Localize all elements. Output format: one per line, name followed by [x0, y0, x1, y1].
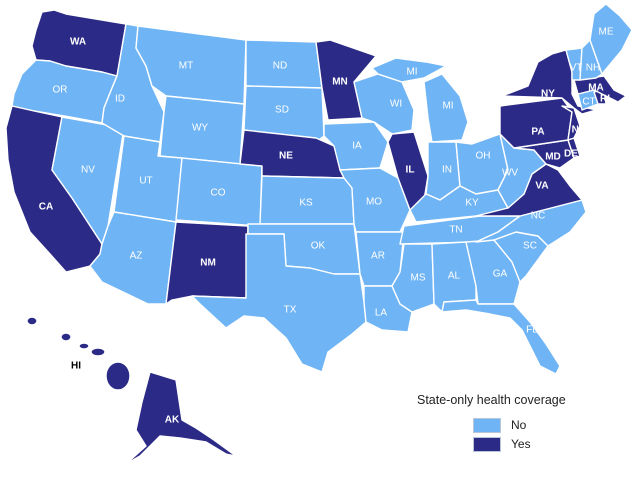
legend-item-no: No: [473, 417, 527, 433]
state-ma[interactable]: [573, 75, 627, 103]
state-nc[interactable]: [475, 199, 587, 247]
state-label-de: DE: [564, 149, 578, 160]
legend-label-yes: Yes: [511, 437, 531, 451]
state-ny[interactable]: [501, 49, 597, 115]
state-label-tn: TN: [449, 225, 462, 236]
state-label-me: ME: [599, 27, 614, 38]
state-label-ga: GA: [493, 269, 508, 280]
state-label-ky: KY: [465, 198, 479, 209]
state-tx[interactable]: [191, 233, 367, 373]
state-sd[interactable]: [243, 85, 325, 143]
state-label-sc: SC: [523, 241, 537, 252]
state-label-wi: WI: [390, 99, 402, 110]
state-vt[interactable]: [565, 47, 583, 81]
state-label-md: MD: [545, 152, 561, 163]
state-pa[interactable]: [499, 97, 573, 149]
state-label-fl: FL: [526, 325, 538, 336]
state-label-ri: RI: [600, 94, 610, 105]
state-label-oh: OH: [476, 151, 491, 162]
state-hi[interactable]: [26, 316, 131, 391]
state-label-il: IL: [406, 165, 415, 176]
legend-title: State-only health coverage: [417, 393, 566, 407]
state-label-wy: WY: [192, 123, 208, 134]
state-label-pa: PA: [531, 127, 544, 138]
legend-label-no: No: [511, 418, 527, 432]
state-label-ok: OK: [311, 241, 326, 252]
legend-swatch-yes: [473, 436, 501, 452]
state-label-az: AZ: [130, 251, 143, 262]
state-label-ia: IA: [352, 141, 362, 152]
state-label-mi-upper: MI: [406, 67, 417, 78]
state-label-ar: AR: [371, 251, 385, 262]
state-label-ny: NY: [541, 89, 555, 100]
state-label-ca: CA: [39, 202, 53, 213]
state-label-nh: NH: [586, 63, 600, 74]
state-label-la: LA: [375, 308, 388, 319]
state-label-co: CO: [211, 188, 226, 199]
state-label-wa: WA: [70, 37, 86, 48]
state-label-hi: HI: [71, 361, 81, 372]
state-label-ut: UT: [139, 176, 152, 187]
state-label-ma: MA: [588, 83, 604, 94]
state-label-nd: ND: [273, 61, 287, 72]
state-fl[interactable]: [441, 299, 561, 375]
state-label-vt: VT: [570, 63, 583, 74]
state-label-ne: NE: [279, 151, 293, 162]
legend-swatch-no: [473, 417, 501, 433]
state-label-al: AL: [448, 271, 461, 282]
state-label-mn: MN: [332, 77, 348, 88]
state-label-ak: AK: [165, 415, 180, 426]
state-label-nc: NC: [531, 211, 545, 222]
state-label-ct: CT: [582, 97, 595, 108]
state-label-ms: MS: [411, 273, 426, 284]
state-label-id: ID: [115, 94, 125, 105]
state-label-in: IN: [442, 165, 452, 176]
state-me[interactable]: [589, 3, 633, 75]
state-label-va: VA: [535, 181, 548, 192]
state-mi-lower[interactable]: [423, 73, 469, 143]
state-ak[interactable]: [125, 371, 237, 465]
state-ky[interactable]: [409, 185, 509, 223]
legend-item-yes: Yes: [473, 436, 531, 452]
state-label-wv: WV: [502, 168, 518, 179]
state-label-mi-lower: MI: [442, 101, 453, 112]
state-mi-upper[interactable]: [371, 57, 447, 83]
state-label-mo: MO: [366, 197, 382, 208]
state-label-nj: NJ: [572, 125, 585, 136]
state-nh[interactable]: [579, 39, 603, 81]
state-label-nm: NM: [200, 258, 216, 269]
state-label-or: OR: [53, 85, 68, 96]
state-label-tx: TX: [284, 305, 297, 316]
state-label-sd: SD: [275, 105, 289, 116]
state-label-ks: KS: [299, 198, 313, 209]
state-label-mt: MT: [179, 61, 193, 72]
state-label-nv: NV: [81, 165, 95, 176]
